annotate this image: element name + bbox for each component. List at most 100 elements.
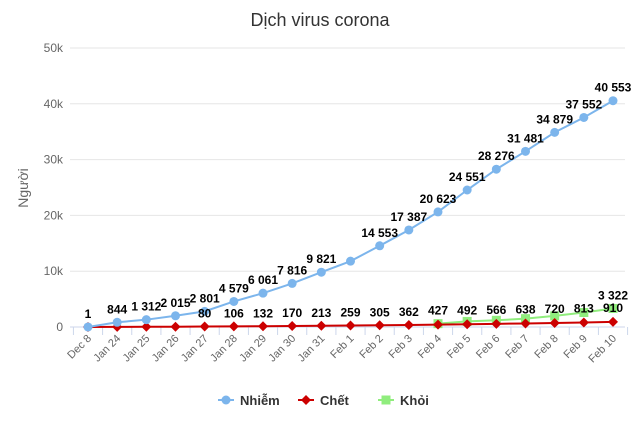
data-label: 3 322 — [598, 288, 628, 302]
x-tick-label: Jan 25 — [121, 333, 153, 365]
x-tick-label: Jan 26 — [150, 333, 182, 365]
data-label: 492 — [457, 303, 477, 317]
data-point — [608, 303, 618, 313]
legend-item: Nhiễm — [240, 393, 280, 408]
data-label: 31 481 — [507, 131, 544, 145]
x-tick-label: Feb 8 — [532, 333, 560, 361]
x-tick-label: Jan 29 — [237, 333, 269, 365]
data-label: 40 553 — [595, 81, 632, 95]
data-point — [316, 320, 327, 331]
data-point — [375, 241, 385, 251]
data-point — [170, 321, 181, 332]
data-label: 720 — [545, 302, 565, 316]
data-label: 34 879 — [536, 112, 573, 126]
x-tick-label: Jan 30 — [266, 333, 298, 365]
data-label: 1 — [85, 307, 92, 321]
data-label: 106 — [224, 306, 244, 320]
data-label: 17 387 — [390, 210, 427, 224]
data-point — [462, 319, 473, 330]
data-point — [199, 321, 210, 332]
data-point — [258, 321, 268, 332]
y-tick-label: 30k — [44, 153, 64, 167]
legend-marker-icon — [301, 395, 311, 405]
data-label: 4 579 — [219, 281, 249, 295]
data-label: 910 — [603, 301, 623, 315]
x-tick-label: Jan 27 — [179, 333, 211, 365]
data-point — [287, 278, 297, 288]
data-point — [316, 267, 326, 277]
data-point — [579, 307, 589, 317]
y-tick-label: 10k — [44, 264, 64, 278]
x-tick-label: Feb 10 — [586, 333, 619, 366]
data-label: 7 816 — [277, 263, 307, 277]
data-point — [83, 322, 93, 332]
data-point — [112, 317, 122, 327]
data-label: 566 — [486, 303, 506, 317]
x-tick-label: Feb 3 — [387, 333, 415, 361]
data-point — [549, 317, 560, 328]
data-point — [171, 311, 180, 321]
data-point — [374, 320, 385, 331]
data-label: 259 — [340, 306, 360, 320]
data-label: 427 — [428, 304, 448, 318]
data-label: 6 061 — [248, 273, 278, 287]
x-tick-label: Feb 1 — [328, 333, 356, 361]
data-point — [228, 321, 239, 332]
data-label: 20 623 — [420, 192, 457, 206]
data-label: 80 — [198, 307, 212, 321]
x-tick-label: Feb 6 — [474, 333, 502, 361]
data-label: 213 — [311, 306, 331, 320]
data-point — [229, 296, 239, 306]
data-label: 28 276 — [478, 149, 515, 163]
data-point — [608, 316, 618, 327]
legend-marker-icon — [221, 395, 231, 405]
legend-item: Khỏi — [400, 393, 429, 408]
data-point — [404, 225, 414, 235]
data-label: 14 553 — [361, 226, 398, 240]
chart-title: Dịch virus corona — [250, 10, 390, 30]
data-label: 638 — [515, 302, 535, 316]
data-point — [578, 317, 589, 328]
data-point — [521, 146, 530, 156]
legend-item: Chết — [320, 393, 350, 408]
y-tick-label: 20k — [44, 208, 64, 222]
legend-marker-icon — [381, 395, 391, 405]
y-tick-label: 50k — [44, 41, 64, 55]
data-point — [520, 318, 531, 329]
x-tick-label: Jan 28 — [208, 333, 240, 365]
data-label: 1 312 — [131, 300, 161, 314]
data-point — [491, 318, 502, 329]
data-point — [403, 319, 414, 330]
x-tick-label: Dec 8 — [65, 333, 94, 362]
data-point — [200, 306, 210, 316]
data-label: 24 551 — [449, 170, 486, 184]
data-label: 813 — [574, 301, 594, 315]
data-point — [579, 112, 589, 122]
y-tick-label: 40k — [44, 97, 64, 111]
data-label: 362 — [399, 305, 419, 319]
data-label: 844 — [107, 302, 127, 316]
data-point — [433, 319, 443, 330]
data-point — [141, 315, 151, 325]
data-point — [141, 321, 152, 332]
y-axis-label: Người — [15, 168, 31, 208]
x-tick-label: Feb 2 — [357, 333, 385, 361]
data-point — [491, 164, 501, 174]
data-point — [258, 288, 268, 298]
x-tick-label: Feb 7 — [503, 333, 531, 361]
data-label: 170 — [282, 306, 302, 320]
data-label: 305 — [370, 305, 390, 319]
x-tick-label: Feb 5 — [445, 333, 473, 361]
data-point — [346, 256, 355, 266]
data-label: 2 801 — [190, 291, 220, 305]
data-label: 37 552 — [565, 97, 602, 111]
data-point — [345, 320, 356, 331]
data-point — [287, 321, 298, 332]
data-label: 132 — [253, 306, 273, 320]
data-point — [433, 207, 443, 217]
data-point — [550, 311, 560, 321]
x-tick-label: Jan 31 — [296, 333, 328, 365]
y-tick-label: 0 — [56, 320, 63, 334]
